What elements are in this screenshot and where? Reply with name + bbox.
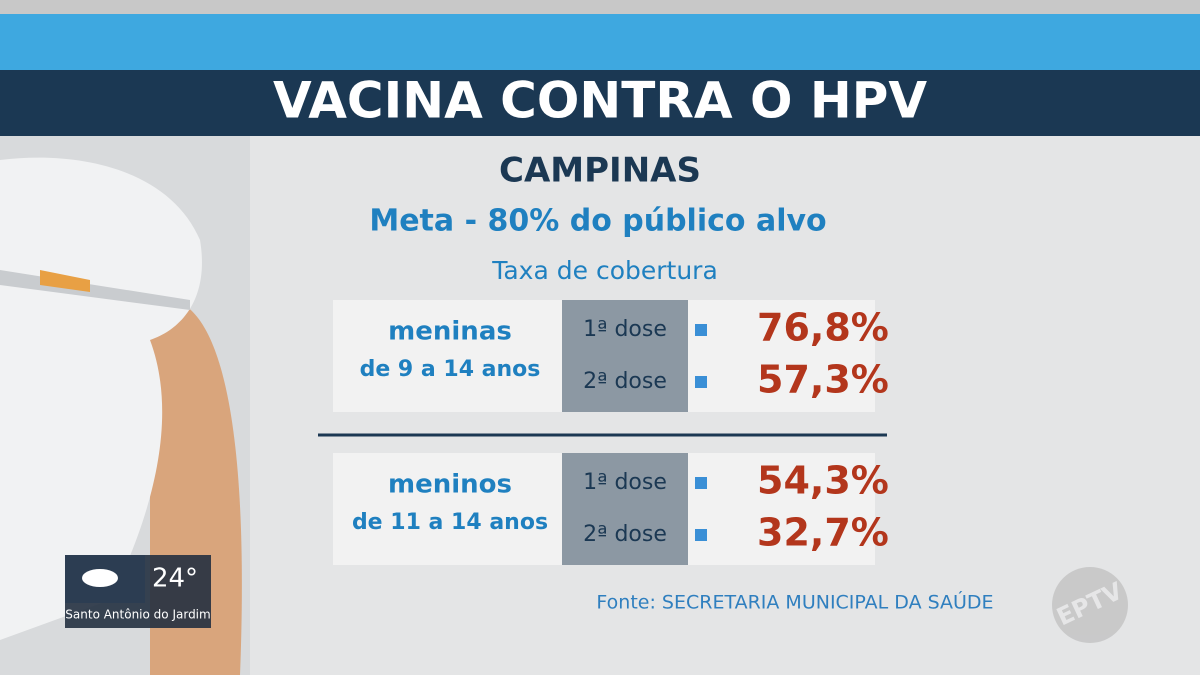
coverage-rate: 76,8% <box>757 306 889 350</box>
bullet <box>695 477 707 489</box>
group-age: de 9 a 14 anos <box>360 357 541 382</box>
goal: Meta - 80% do público alvo <box>369 204 826 239</box>
group-age: de 11 a 14 anos <box>352 510 548 535</box>
groups: meninas de 9 a 14 anos 1ª dose 76,8% 2ª dose… <box>333 300 889 565</box>
group-label: meninos <box>388 470 512 500</box>
subtitle: Taxa de cobertura <box>491 256 718 285</box>
dose-column <box>562 453 688 565</box>
dose-column <box>562 300 688 412</box>
coverage-rate: 57,3% <box>757 358 889 402</box>
header-band <box>0 70 1200 136</box>
dose-label: 1ª dose <box>583 317 667 342</box>
dose-label: 2ª dose <box>583 522 667 547</box>
dose-label: 2ª dose <box>583 369 667 394</box>
temperature: 24° <box>152 564 198 594</box>
photo <box>0 135 250 675</box>
bullet <box>695 324 707 336</box>
source: Fonte: SECRETARIA MUNICIPAL DA SAÚDE <box>596 590 993 614</box>
top-edge <box>0 0 1200 14</box>
bullet <box>695 376 707 388</box>
title: VACINA CONTRA O HPV <box>273 72 927 130</box>
header-strip <box>0 14 1200 70</box>
weather-widget: 24° Santo Antônio do Jardim <box>65 555 211 628</box>
location: Santo Antônio do Jardim <box>65 608 210 622</box>
logo: EPTV <box>1052 567 1128 643</box>
coverage-rate: 32,7% <box>757 511 889 555</box>
coverage-rate: 54,3% <box>757 459 889 503</box>
city: CAMPINAS <box>499 151 701 191</box>
bullet <box>695 529 707 541</box>
group-label: meninas <box>388 317 512 347</box>
dose-label: 1ª dose <box>583 470 667 495</box>
